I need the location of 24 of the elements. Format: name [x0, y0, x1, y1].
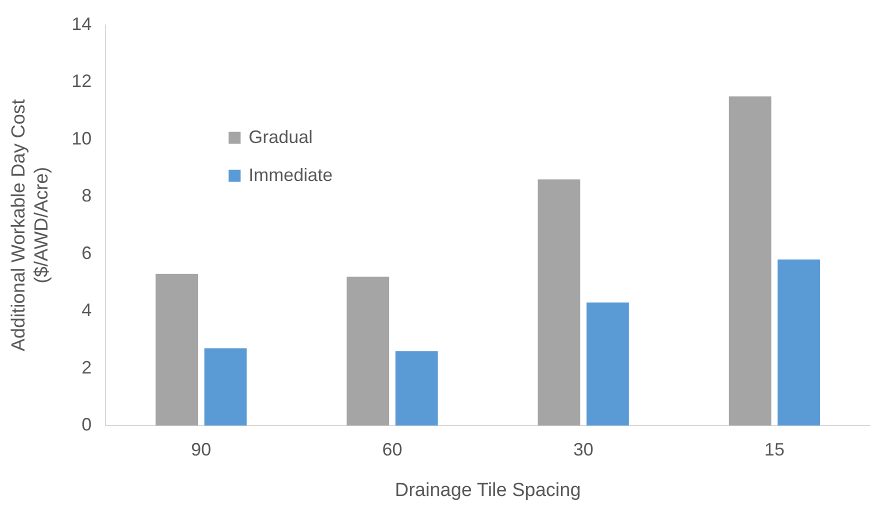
bar: [778, 260, 820, 426]
x-tick-label: 30: [573, 439, 594, 460]
bar: [586, 302, 629, 426]
legend-label: Gradual: [248, 126, 313, 147]
x-tick-label: 90: [191, 439, 212, 460]
x-tick-label: 60: [382, 439, 402, 460]
y-tick-label: 0: [82, 414, 92, 435]
x-tick-label: 15: [764, 439, 784, 460]
x-axis-title: Drainage Tile Spacing: [394, 480, 581, 501]
y-tick-label: 10: [72, 128, 92, 148]
y-tick-label: 2: [82, 357, 92, 378]
y-tick-label: 4: [82, 300, 92, 320]
bar: [156, 274, 198, 426]
y-tick-label: 14: [72, 14, 92, 34]
y-axis-title: Additional Workable Day Cost ($/AWD/Acre): [8, 98, 52, 352]
bar: [538, 179, 580, 426]
y-tick-label: 12: [72, 71, 92, 92]
legend-label: Immediate: [248, 164, 333, 185]
y-tick-label: 8: [82, 186, 92, 206]
bar: [395, 351, 438, 426]
bar: [346, 276, 390, 426]
bar: [204, 348, 247, 426]
y-tick-label: 6: [82, 242, 92, 263]
bar: [728, 96, 772, 426]
